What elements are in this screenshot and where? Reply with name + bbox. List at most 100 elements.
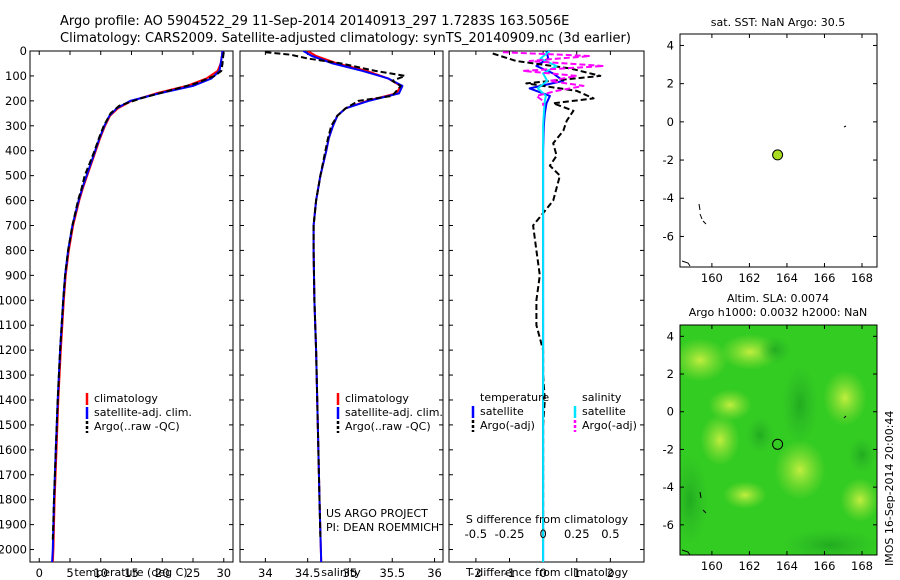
sla-map-panel: Altim. SLA: 0.0074 Argo h1000: 0.0032 h2…	[663, 292, 878, 573]
difference-x-axis: -2 -1 0 1 2	[470, 51, 614, 580]
depth-tick-label: 100	[5, 69, 27, 83]
series-line-satellite	[51, 51, 224, 562]
depth-tick-label: 700	[5, 218, 27, 232]
series-line-argo	[265, 51, 406, 540]
depth-tick-label: 1300	[0, 368, 27, 382]
series-line-argo	[492, 52, 602, 540]
series-line-satellite	[302, 51, 404, 562]
depth-tick-label: 200	[5, 94, 27, 108]
salinity-panel: 34 34.5 35 35.5 36 salinity climatology sate…	[239, 50, 444, 580]
salinity-x-axis: 34 34.5 35 35.5 36	[258, 51, 442, 580]
salinity-plot-frame	[239, 50, 444, 563]
map-lon-tick-label: 160	[701, 271, 723, 285]
salinity-difference-tick-label: -0.5	[465, 527, 487, 541]
map-lat-tick-label: 4	[667, 38, 674, 52]
depth-tick-label: 300	[5, 119, 27, 133]
map-lon-tick-label: 166	[813, 559, 835, 573]
sla-heatmap	[680, 325, 877, 555]
map-lat-tick-label: 4	[667, 329, 674, 343]
legend-climatology-label: climatology	[94, 392, 158, 405]
depth-tick-label: 1000	[0, 293, 27, 307]
legend-satellite-label: satellite-adj. clim.	[94, 406, 192, 419]
map-lat-tick-label: 2	[667, 367, 674, 381]
difference-plot-frame	[448, 50, 645, 563]
difference-depth-ticks	[449, 50, 644, 551]
map-lat-tick-label: 0	[667, 405, 674, 419]
x-tick-label: 2	[607, 566, 614, 580]
sla-map-axes: 160 162 164 166 168 4 2 0 -2 -4 -6	[663, 325, 877, 573]
series-line-climatology	[307, 51, 402, 562]
series-line-salinity_argo	[502, 51, 605, 106]
x-tick-label: 34	[258, 566, 273, 580]
depth-tick-label: 1900	[0, 518, 27, 532]
salinity-difference-ticks: -0.5 -0.25 0 0.25 0.5	[465, 527, 620, 541]
temperature-plot-frame	[29, 50, 234, 563]
map-lat-tick-label: -4	[663, 480, 674, 494]
depth-axis: 0 100 200 300 400 500 600 700 800 900 1000 1100 1200…	[0, 44, 233, 557]
x-tick-label: 0	[539, 566, 546, 580]
x-tick-label: 10	[93, 566, 108, 580]
depth-tick-label: 1500	[0, 418, 27, 432]
salinity-difference-tick-label: 0.25	[564, 527, 590, 541]
difference-x-label: T difference from climatology	[465, 566, 628, 579]
legend-temp-satellite-label: satellite	[480, 405, 524, 418]
sla-title-line-2: Argo h1000: 0.0032 h2000: NaN	[689, 306, 868, 319]
sla-title-line-1: Altim. SLA: 0.0074	[727, 292, 829, 305]
series-line-argo	[51, 52, 225, 540]
salinity-difference-tick-label: -0.25	[495, 527, 525, 541]
salinity-x-label: salinity	[321, 566, 361, 579]
figure-title-line-1: Argo profile: AO 5904522_29 11-Sep-2014 …	[60, 14, 569, 29]
depth-tick-label: 500	[5, 169, 27, 183]
salinity-difference-tick-label: 0	[539, 527, 546, 541]
map-lon-tick-label: 160	[701, 559, 723, 573]
depth-tick-label: 800	[5, 243, 27, 257]
depth-tick-label: 600	[5, 194, 27, 208]
timestamp-stamp: IMOS 16-Sep-2014 20:00:44	[883, 411, 896, 566]
x-tick-label: 15	[124, 566, 139, 580]
legend-climatology-label: climatology	[345, 392, 409, 405]
sla-argo-location-marker	[772, 438, 784, 450]
map-lat-tick-label: -6	[663, 229, 674, 243]
legend-sal-satellite-label: satellite	[582, 405, 626, 418]
depth-tick-label: 900	[5, 268, 27, 282]
temperature-x-label: temperature (deg C)	[74, 566, 187, 579]
coastline-fragments	[681, 125, 847, 267]
temperature-legend: climatology satellite-adj. clim. Argo(..…	[85, 392, 192, 433]
map-lon-tick-label: 166	[813, 271, 835, 285]
map-lon-tick-label: 162	[738, 559, 760, 573]
series-line-climatology	[51, 51, 224, 562]
x-tick-label: 5	[66, 566, 73, 580]
difference-series	[492, 51, 605, 562]
credit-project: US ARGO PROJECT	[326, 507, 428, 520]
map-lon-tick-label: 164	[776, 271, 798, 285]
series-line-satellite	[528, 51, 565, 562]
legend-salinity-title: salinity	[582, 391, 622, 404]
difference-top-label: S difference from climatology	[466, 513, 629, 526]
temperature-series	[51, 51, 225, 562]
depth-tick-label: 1800	[0, 493, 27, 507]
map-lon-tick-label: 168	[851, 559, 873, 573]
figure-title-line-2: Climatology: CARS2009. Satellite-adjuste…	[60, 31, 631, 46]
depth-tick-label: 1700	[0, 468, 27, 482]
sst-map-axes: 160 162 164 166 168 4 2 0 -2 -4 -6	[663, 34, 877, 285]
depth-tick-label: 1600	[0, 443, 27, 457]
sst-map-frame	[679, 33, 878, 268]
temperature-panel: 0100200300400500600700800900100011001200…	[0, 44, 234, 580]
map-lat-tick-label: 2	[667, 77, 674, 91]
temperature-x-axis: 0 5 10 15 20 25 30	[36, 51, 231, 580]
x-tick-label: 1	[573, 566, 580, 580]
salinity-series	[265, 51, 406, 562]
map-lon-tick-label: 164	[776, 559, 798, 573]
map-lat-tick-label: -4	[663, 191, 674, 205]
x-tick-label: 0	[36, 566, 43, 580]
x-tick-label: -2	[470, 566, 481, 580]
depth-tick-label: 0	[20, 44, 27, 58]
coastline-fragments	[681, 415, 847, 556]
map-lat-tick-label: -6	[663, 518, 674, 532]
credit-pi: PI: DEAN ROEMMICH	[326, 521, 439, 534]
map-lon-tick-label: 162	[738, 271, 760, 285]
legend-argo-label: Argo(..raw -QC)	[94, 420, 180, 433]
map-lat-tick-label: -2	[663, 442, 674, 456]
x-tick-label: 35	[343, 566, 358, 580]
